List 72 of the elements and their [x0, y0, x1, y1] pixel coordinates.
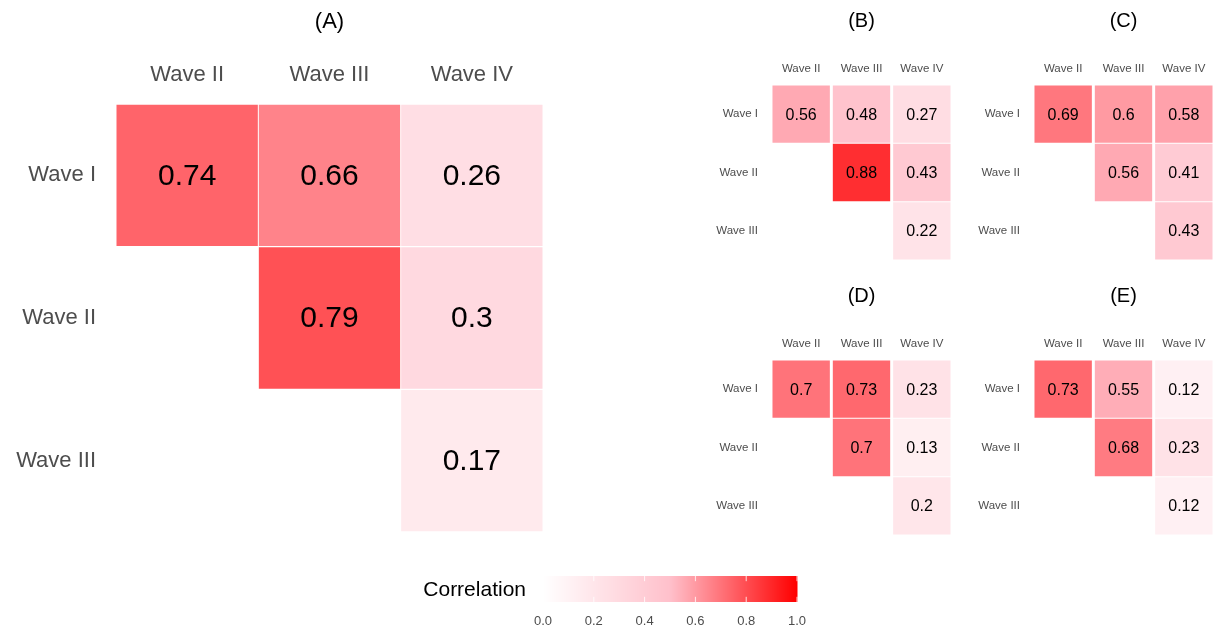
color-bar-label: 0.4: [635, 612, 654, 628]
x-tick-label: Wave III: [840, 337, 883, 350]
x-tick-label: Wave III: [1102, 337, 1145, 350]
data-label: 0.17: [442, 442, 502, 476]
x-tick-label: Wave III: [1102, 62, 1145, 75]
chart-title: (A): [314, 8, 345, 34]
x-tick-label: Wave II: [150, 60, 225, 86]
color-bar-label: 0.6: [686, 612, 705, 628]
x-tick-label: Wave III: [840, 62, 883, 75]
data-label: 0.6: [1112, 105, 1135, 123]
chart-title: (D): [847, 283, 876, 306]
data-label: 0.58: [1168, 105, 1200, 123]
y-tick-label: Wave III: [716, 499, 758, 512]
color-bar-label: 0.2: [584, 612, 603, 628]
data-label: 0.27: [906, 105, 938, 123]
data-label: 0.12: [1168, 497, 1200, 515]
y-tick-label: Wave I: [984, 382, 1020, 395]
data-label: 0.12: [1168, 380, 1200, 398]
x-tick-label: Wave II: [1043, 337, 1083, 350]
x-tick-label: Wave II: [1043, 62, 1083, 75]
data-label: 0.23: [1168, 438, 1200, 456]
data-label: 0.74: [157, 157, 217, 191]
y-tick-label: Wave I: [722, 382, 758, 395]
x-tick-label: Wave IV: [900, 337, 944, 350]
x-tick-label: Wave II: [781, 337, 821, 350]
y-tick-label: Wave II: [719, 165, 758, 178]
x-tick-label: Wave II: [781, 62, 821, 75]
y-tick-label: Wave II: [981, 440, 1020, 453]
data-label: 0.88: [845, 163, 878, 181]
y-tick-label: Wave I: [28, 161, 96, 187]
data-label: 0.3: [450, 300, 493, 334]
data-label: 0.56: [1107, 163, 1140, 181]
data-label: 0.23: [906, 380, 938, 398]
x-tick-label: Wave IV: [1162, 62, 1206, 75]
x-tick-label: Wave III: [289, 60, 370, 86]
x-tick-label: Wave IV: [1162, 337, 1206, 350]
data-label: 0.56: [785, 105, 817, 123]
color-bar-label: 0.0: [533, 612, 553, 628]
y-tick-label: Wave II: [981, 165, 1020, 178]
color-bar-label: 1.0: [787, 612, 807, 628]
data-label: 0.55: [1107, 380, 1140, 398]
x-tick-label: Wave IV: [430, 60, 514, 86]
chart-title: (E): [1110, 283, 1137, 306]
y-tick-label: Wave III: [716, 224, 758, 237]
data-label: 0.41: [1168, 163, 1200, 181]
y-tick-label: Wave I: [722, 107, 758, 120]
y-tick-label: Wave III: [16, 446, 96, 472]
data-label: 0.22: [906, 222, 938, 240]
data-label: 0.2: [910, 497, 934, 515]
y-tick-label: Wave III: [978, 499, 1020, 512]
data-label: 0.66: [300, 157, 359, 191]
data-label: 0.79: [300, 300, 359, 334]
color-bar-title: Correlation: [423, 576, 526, 600]
data-label: 0.26: [442, 157, 502, 191]
data-label: 0.43: [906, 163, 938, 181]
y-tick-label: Wave II: [22, 304, 96, 330]
data-label: 0.7: [850, 438, 873, 456]
data-label: 0.69: [1047, 105, 1079, 123]
data-label: 0.68: [1107, 438, 1140, 456]
data-label: 0.7: [790, 380, 813, 398]
y-tick-label: Wave III: [978, 224, 1020, 237]
y-tick-label: Wave I: [984, 107, 1020, 120]
data-label: 0.13: [906, 438, 938, 456]
chart-title: (B): [848, 8, 875, 31]
y-tick-label: Wave II: [719, 440, 758, 453]
color-bar-label: 0.8: [737, 612, 756, 628]
chart-title: (C): [1109, 8, 1138, 31]
data-label: 0.73: [1047, 380, 1079, 398]
data-label: 0.73: [845, 380, 878, 398]
data-label: 0.48: [845, 105, 878, 123]
x-tick-label: Wave IV: [900, 62, 944, 75]
data-label: 0.43: [1168, 222, 1200, 240]
